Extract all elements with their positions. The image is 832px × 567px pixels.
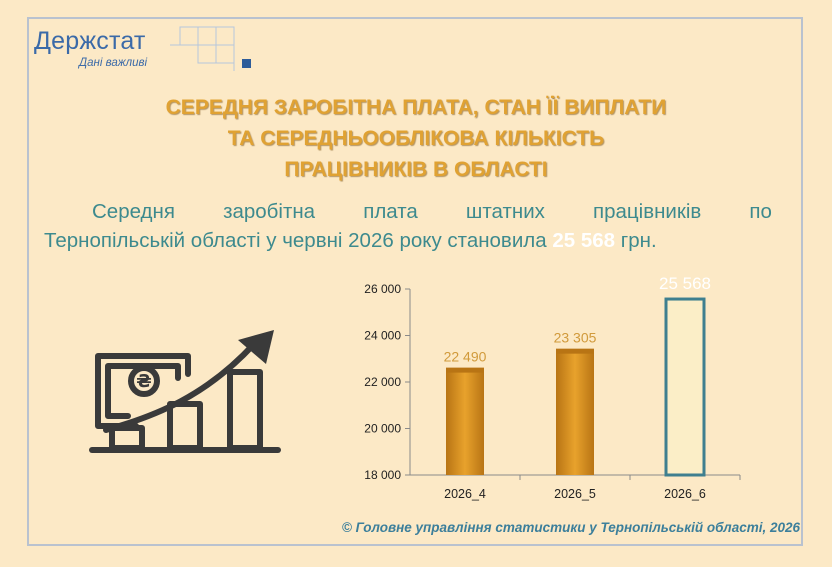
word: працівників [593,200,702,223]
page-title: СЕРЕДНЯ ЗАРОБІТНА ПЛАТА, СТАН ЇЇ ВИПЛАТИ… [0,92,832,185]
y-axis: 18 000 20 000 22 000 24 000 26 000 [364,282,411,482]
word: штатних [465,200,545,223]
derzhstat-logo: Держстат Дані важливі [34,25,251,75]
bar-top [446,367,484,373]
logo-tagline: Дані важливі [79,57,148,69]
word: заробітна [223,200,316,223]
y-tick-label: 20 000 [364,422,401,436]
logo-name: Держстат [34,27,146,55]
currency-unit: грн. [620,229,657,252]
bar [664,297,706,477]
summary-line-2: Тернопільській області у червні 2026 рок… [44,226,772,255]
infographic-frame [27,17,803,546]
hryvnia-symbol: ₴ [136,371,151,392]
word: Середня [92,200,175,223]
copyright-footer: © Головне управління статистики у Терноп… [341,520,800,535]
x-axis: 2026_4 2026_5 2026_6 [410,474,741,501]
title-line-2: ТА СЕРЕДНЬООБЛІКОВА КІЛЬКІСТЬ [227,127,605,150]
data-label: 22 490 [444,349,487,365]
data-labels: 22 490 23 305 25 568 [444,274,711,365]
bars [446,297,706,477]
title-line-1: СЕРЕДНЯ ЗАРОБІТНА ПЛАТА, СТАН ЇЇ ВИПЛАТИ [165,96,667,119]
title-line-3: ПРАЦІВНИКІВ В ОБЛАСТІ [284,158,548,181]
y-tick-label: 24 000 [364,329,401,343]
summary-text: Тернопільській області у червні 2026 рок… [44,229,547,252]
logo-grid-icon [170,26,251,71]
hryvnia-growth-icon: ₴ [89,330,281,453]
salary-highlight: 25 568 [552,229,616,252]
x-tick-label: 2026_5 [554,487,596,501]
x-tick-label: 2026_4 [444,487,486,501]
bar [446,370,484,475]
data-label: 25 568 [659,274,711,293]
summary-paragraph: Середня заробітна плата штатних працівни… [44,197,772,255]
data-label: 23 305 [554,330,597,346]
x-tick-label: 2026_6 [664,487,706,501]
y-tick-label: 18 000 [364,468,401,482]
word: по [749,200,772,223]
summary-line-1: Середня заробітна плата штатних працівни… [44,197,772,226]
word: плата [363,200,418,223]
y-tick-label: 26 000 [364,282,401,296]
bar-top [556,348,594,354]
y-tick-label: 22 000 [364,375,401,389]
bar [556,351,594,475]
